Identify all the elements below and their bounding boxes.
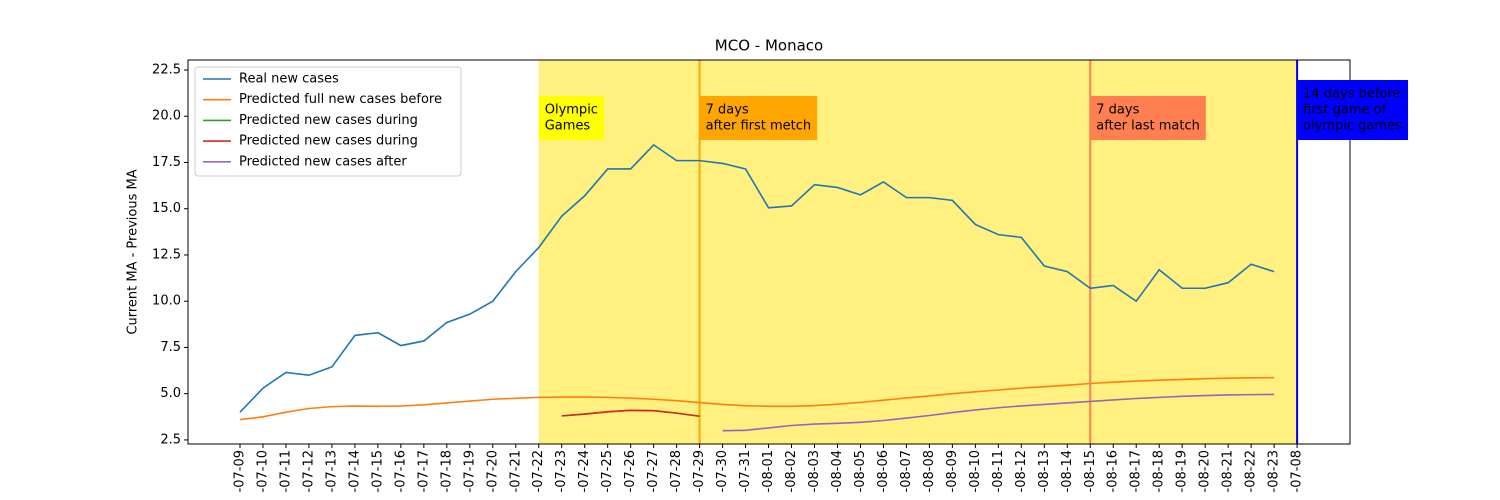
y-tick-label: 10.0 (152, 294, 181, 309)
y-tick-label: 20.0 (152, 109, 181, 124)
series-line (561, 409, 700, 418)
x-tick-label: -08-18 (1152, 450, 1167, 492)
x-tick-label: -07-18 (439, 450, 454, 492)
x-tick-label: -07-25 (600, 450, 615, 492)
y-tick-label: 5.0 (160, 386, 181, 401)
annotation-text: 7 days (706, 103, 749, 118)
y-tick-label: 2.5 (160, 432, 181, 447)
x-tick-label: -08-06 (876, 450, 891, 492)
x-tick-label: -08-07 (899, 450, 914, 492)
annotation-box (699, 96, 818, 140)
annotation-text: after last match (1096, 119, 1200, 134)
series-line (722, 393, 1275, 432)
x-tick-label: -08-11 (991, 450, 1006, 492)
y-tick-label: 15.0 (152, 201, 181, 216)
annotation-text: Olympic (545, 103, 598, 118)
x-tick-label: -07-19 (462, 450, 477, 492)
x-tick-label: -07-11 (278, 450, 293, 492)
x-tick-label: -07-08 (1290, 450, 1305, 492)
x-tick-label: -08-02 (784, 450, 799, 492)
annotation-text: first game of (1303, 103, 1387, 118)
x-tick-label: -07-27 (646, 450, 661, 492)
x-tick-label: -08-04 (830, 450, 845, 492)
x-tick-label: -07-12 (301, 450, 316, 492)
series-line (239, 376, 1275, 421)
x-tick-label: -07-13 (324, 450, 339, 492)
legend-label: Real new cases (239, 72, 339, 87)
chart-title: MCO - Monaco (715, 37, 823, 55)
legend-box (194, 66, 462, 177)
legend-label: Predicted new cases after (239, 154, 407, 169)
x-tick-label: -07-31 (738, 450, 753, 492)
legend-label: Predicted full new cases before (239, 92, 442, 107)
x-tick-label: -08-19 (1175, 450, 1190, 492)
y-tick-label: 7.5 (160, 340, 181, 355)
x-tick-label: -07-22 (531, 450, 546, 492)
annotation-box (1297, 80, 1409, 140)
x-tick-label: -07-24 (577, 450, 592, 492)
x-tick-label: -08-10 (968, 450, 983, 492)
annotation-text: 7 days (1096, 103, 1139, 118)
x-tick-label: -08-12 (1014, 450, 1029, 492)
x-tick-label: -08-20 (1198, 450, 1213, 492)
series-line (239, 143, 1275, 413)
annotation-box (1090, 96, 1206, 140)
x-tick-label: -07-14 (347, 450, 362, 492)
x-tick-label: -08-16 (1106, 450, 1121, 492)
x-tick-label: -08-03 (807, 450, 822, 492)
y-tick-label: 22.5 (152, 62, 181, 77)
y-tick-label: 17.5 (152, 155, 181, 170)
x-tick-label: -07-26 (623, 450, 638, 492)
y-axis-label: Current MA - Previous MA (126, 169, 141, 334)
x-tick-label: -08-13 (1037, 450, 1052, 492)
annotation-text: after first metch (706, 119, 812, 134)
legend-label: Predicted new cases during (239, 134, 418, 149)
annotation-text: olympic games (1303, 119, 1402, 134)
x-tick-label: -07-10 (255, 450, 270, 492)
x-tick-label: -08-05 (853, 450, 868, 492)
x-tick-label: -08-21 (1221, 450, 1236, 492)
legend-label: Predicted new cases during (239, 113, 418, 128)
x-tick-label: -07-20 (485, 450, 500, 492)
annotation-text: 14 days before (1303, 87, 1400, 102)
x-tick-label: -07-09 (233, 450, 248, 492)
x-tick-label: -08-15 (1083, 450, 1098, 492)
x-tick-label: -07-23 (554, 450, 569, 492)
x-tick-label: -08-23 (1267, 450, 1282, 492)
x-tick-label: -07-16 (393, 450, 408, 492)
x-tick-label: -08-08 (922, 450, 937, 492)
x-tick-label: -07-17 (416, 450, 431, 492)
plot-frame (187, 59, 1351, 445)
x-tick-label: -07-28 (669, 450, 684, 492)
x-tick-label: -08-14 (1060, 450, 1075, 492)
annotation-text: Games (545, 119, 591, 134)
y-tick-label: 12.5 (152, 247, 181, 262)
x-tick-label: -07-21 (508, 450, 523, 492)
x-tick-label: -08-17 (1129, 450, 1144, 492)
x-tick-label: -07-15 (370, 450, 385, 492)
x-tick-label: -08-01 (761, 450, 776, 492)
x-tick-label: -07-30 (715, 450, 730, 492)
x-tick-label: -07-29 (692, 450, 707, 492)
x-tick-label: -08-09 (945, 450, 960, 492)
x-tick-label: -08-22 (1244, 450, 1259, 492)
annotation-box (538, 96, 604, 140)
